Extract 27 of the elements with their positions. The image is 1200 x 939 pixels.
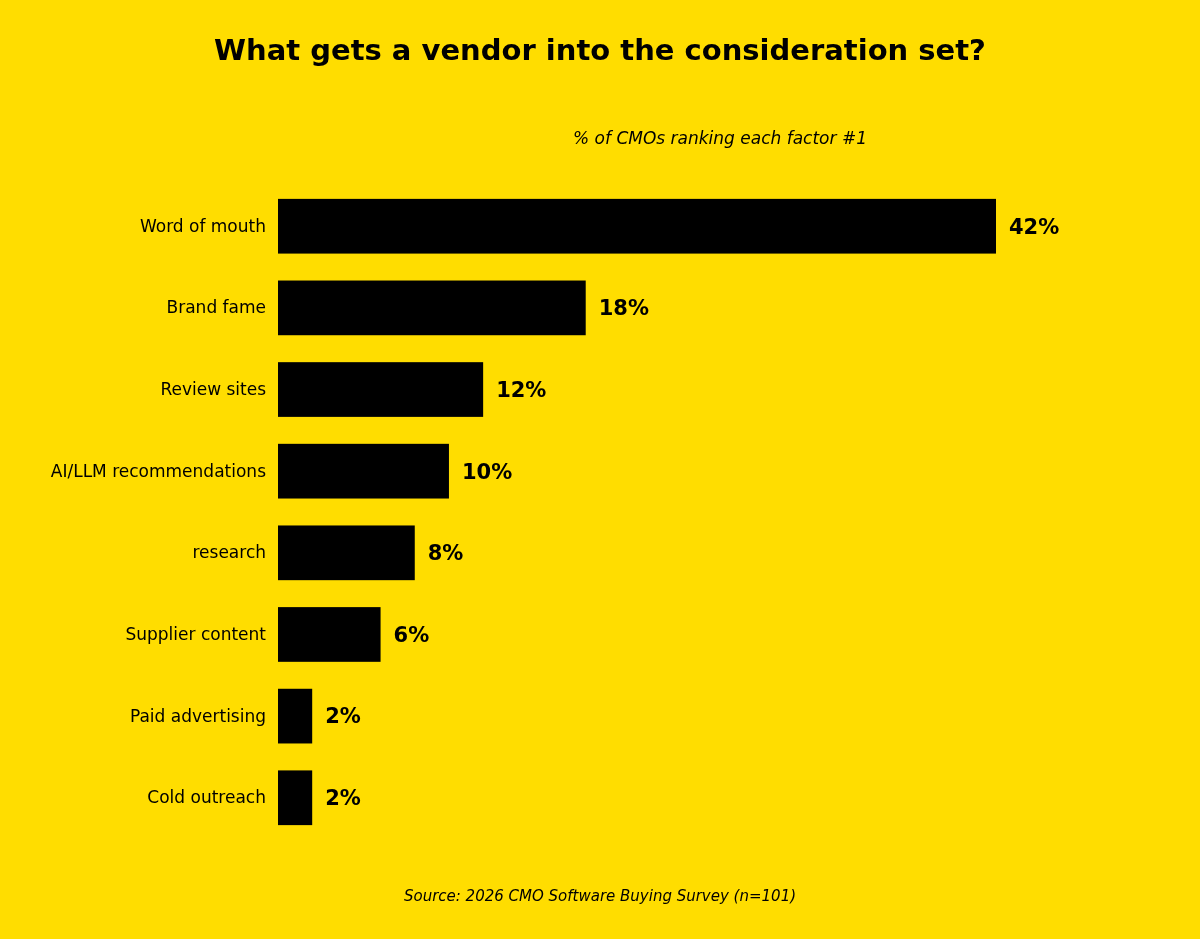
data-label: 8% [427,541,464,566]
y-tick-label: Review sites [160,378,267,399]
y-tick-label: Word of mouth [139,215,266,236]
bar [278,198,996,254]
data-label: 10% [461,459,513,484]
chart-subtitle: % of CMOs ranking each factor #1 [573,128,867,148]
data-label: 12% [496,377,547,402]
bar [278,688,313,744]
data-label: 2% [325,786,361,811]
source-note: Source: 2026 CMO Software Buying Survey (n=101) [403,887,797,905]
y-tick-label: Supplier content [125,623,267,644]
y-tick-label: Paid advertising [129,705,266,726]
y-tick-label: Cold outreach [147,787,266,808]
bar [278,770,313,826]
chart-title: What gets a vendor into the consideration set? [214,33,986,67]
y-tick-label: Brand fame [166,297,266,318]
bar [278,362,484,417]
bar [278,443,449,499]
bar [278,280,586,336]
bar [278,525,415,581]
y-tick-label: research [192,542,266,563]
y-tick-label: AI/LLM recommendations [50,460,267,481]
data-label: 18% [598,296,649,321]
bar [278,607,381,662]
data-label: 6% [393,622,430,647]
data-label: 2% [325,704,361,729]
data-label: 42% [1009,214,1060,239]
